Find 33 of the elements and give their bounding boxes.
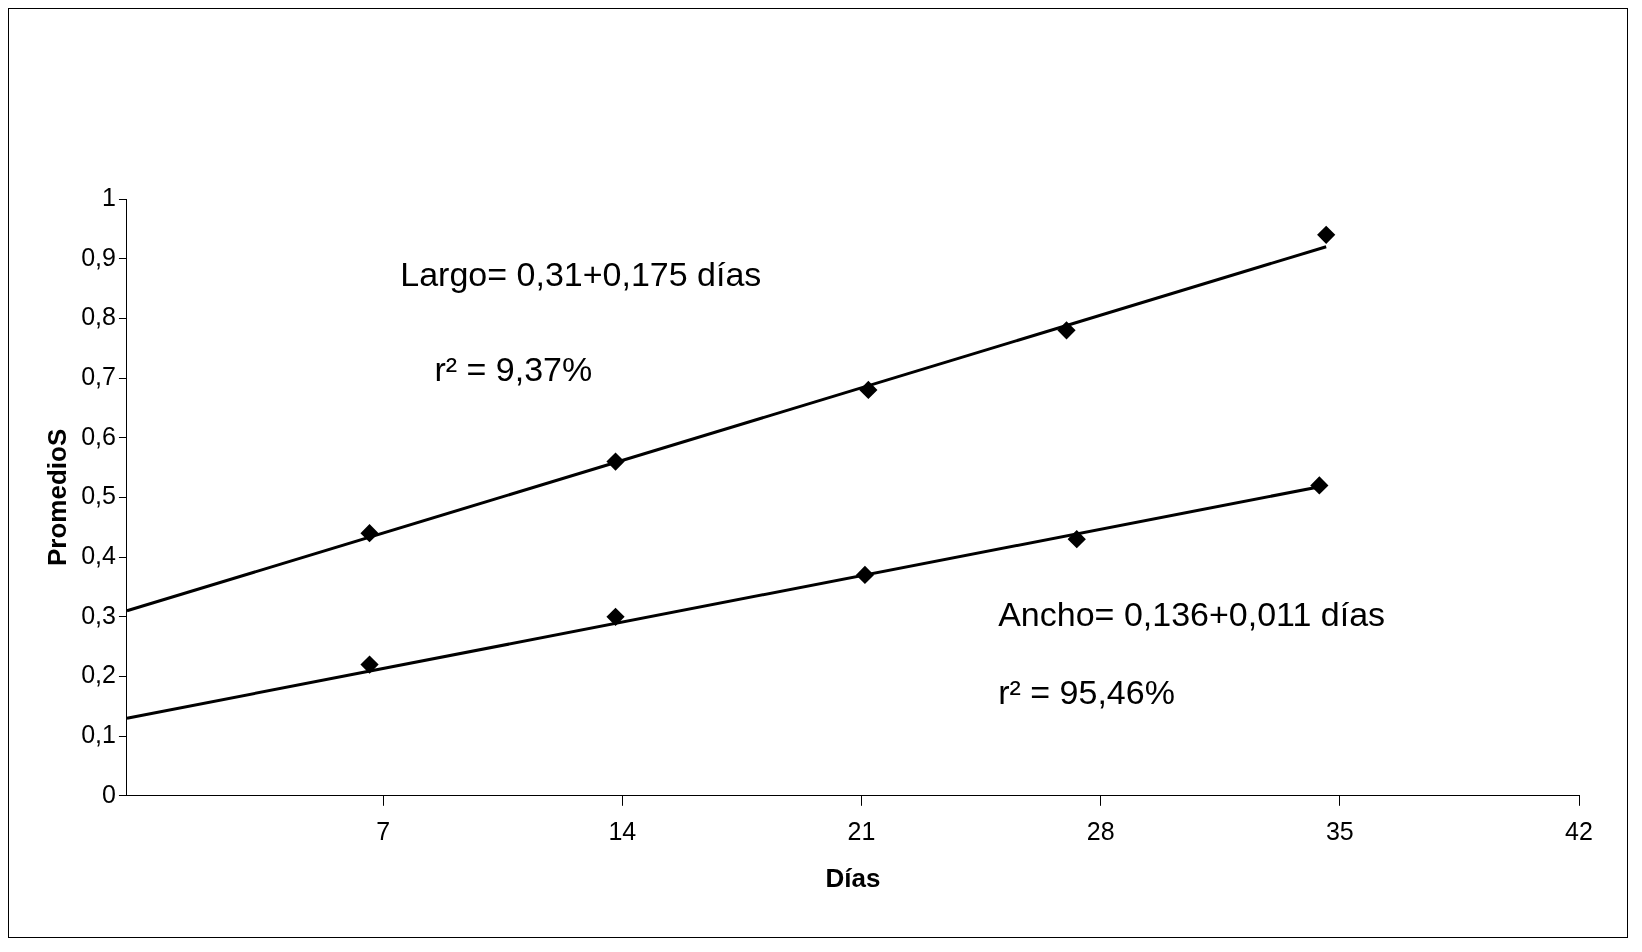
point bbox=[1317, 226, 1335, 244]
annotation: Largo= 0,31+0,175 días bbox=[400, 254, 762, 293]
y-tick-label: 0,4 bbox=[81, 540, 117, 569]
x-tick-label: 7 bbox=[376, 816, 391, 845]
point bbox=[607, 608, 625, 626]
annotation: r² = 9,37% bbox=[434, 350, 593, 389]
annotation: Ancho= 0,136+0,011 días bbox=[998, 595, 1386, 634]
x-axis-title: Días bbox=[825, 862, 881, 893]
x-tick-label: 21 bbox=[847, 816, 876, 845]
x-tick-label: 14 bbox=[608, 816, 637, 845]
x-tick-label: 28 bbox=[1086, 816, 1115, 845]
point bbox=[361, 656, 379, 673]
point bbox=[361, 524, 379, 542]
y-tick-label: 0,1 bbox=[81, 720, 116, 749]
y-tick-label: 0,2 bbox=[81, 660, 116, 689]
point bbox=[1058, 321, 1076, 339]
y-tick-label: 0,8 bbox=[81, 302, 116, 331]
point bbox=[859, 381, 877, 399]
y-tick-label: 0,3 bbox=[81, 600, 116, 629]
y-tick-label: 1 bbox=[102, 182, 116, 211]
y-axis-title: PromedioS bbox=[41, 428, 72, 567]
point bbox=[607, 453, 625, 471]
annotation: r² = 95,46% bbox=[998, 672, 1175, 711]
y-tick-label: 0,6 bbox=[81, 421, 116, 450]
point bbox=[1310, 476, 1328, 494]
y-tick-label: 0,5 bbox=[81, 481, 116, 510]
point bbox=[1068, 530, 1086, 548]
x-tick-label: 35 bbox=[1325, 816, 1354, 845]
y-tick-label: 0,7 bbox=[81, 361, 116, 390]
y-tick-label: 0 bbox=[102, 779, 116, 808]
point bbox=[856, 566, 874, 584]
y-tick-label: 0,9 bbox=[81, 242, 116, 271]
x-tick-label: 42 bbox=[1565, 816, 1593, 845]
